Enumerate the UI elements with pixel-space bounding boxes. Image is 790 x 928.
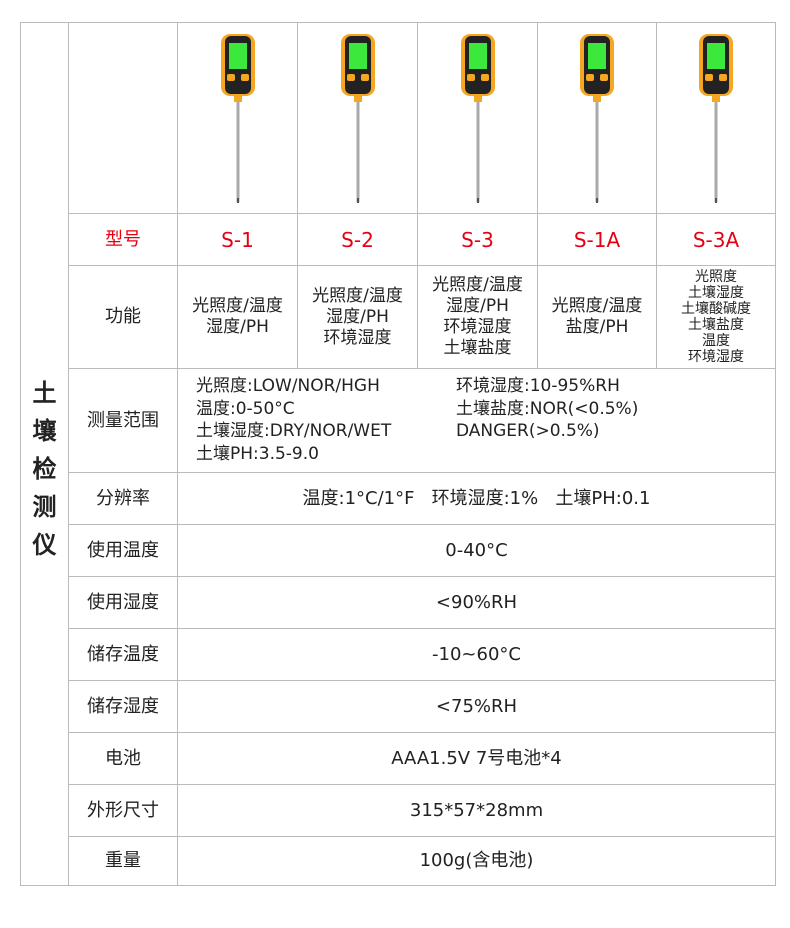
row-label-range: 测量范围 [69, 369, 178, 473]
row-label-model: 型号 [69, 214, 178, 266]
side-title-cell: 土壤检测仪 [21, 23, 69, 886]
model-cell: S-3A [657, 214, 776, 266]
row-label-use-humidity: 使用湿度 [69, 577, 178, 629]
product-image-s3a [657, 23, 776, 214]
store-temp-value: -10~60°C [178, 629, 776, 681]
function-cell: 光照度/温度 湿度/PH [178, 266, 298, 369]
product-image-s1 [178, 23, 298, 214]
row-label-weight: 重量 [69, 837, 178, 886]
function-cell: 光照度/温度 湿度/PH 环境湿度 土壤盐度 [418, 266, 538, 369]
range-line: 温度:0-50°C [196, 398, 295, 419]
row-label-resolution: 分辨率 [69, 473, 178, 525]
row-label-size: 外形尺寸 [69, 785, 178, 837]
empty-header [69, 23, 178, 214]
function-line: 土壤酸碱度 [681, 301, 751, 317]
range-line: 土壤PH:3.5-9.0 [196, 443, 319, 464]
row-label-store-temp: 储存温度 [69, 629, 178, 681]
function-line: 土壤湿度 [688, 285, 744, 301]
use-humidity-value: <90%RH [178, 577, 776, 629]
resolution-value: 温度:1°C/1°F 环境湿度:1% 土壤PH:0.1 [178, 473, 776, 525]
function-line: 光照度/温度 [432, 275, 523, 295]
store-humidity-value: <75%RH [178, 681, 776, 733]
range-line: DANGER(>0.5%) [456, 421, 600, 441]
range-right: 环境湿度:10-95%RH 土壤盐度:NOR(<0.5%) DANGER(>0.5%… [456, 375, 716, 443]
model-cell: S-1 [178, 214, 298, 266]
soil-meter-image [460, 34, 495, 203]
function-line: 环境湿度 [443, 317, 512, 337]
model-cell: S-2 [298, 214, 418, 266]
product-image-s2 [298, 23, 418, 214]
spec-table: 土壤检测仪 型号 S-1 S-2 S-3 S-1A S-3A 功能 光照度/温度… [20, 22, 776, 886]
function-line: 光照度/温度 [192, 296, 283, 316]
product-image-s1a [538, 23, 657, 214]
function-line: 光照度 [695, 269, 737, 285]
function-line: 湿度/PH [326, 306, 389, 327]
function-line: 环境湿度 [688, 349, 744, 365]
row-label-store-humidity: 储存湿度 [69, 681, 178, 733]
range-line: 土壤盐度:NOR(<0.5%) [456, 398, 639, 419]
function-line: 光照度/温度 [551, 296, 643, 316]
function-line: 温度 [702, 333, 730, 349]
row-label-use-temp: 使用温度 [69, 525, 178, 577]
soil-meter-image [340, 34, 375, 203]
function-line: 土壤盐度 [443, 338, 512, 358]
range-left: 光照度:LOW/NOR/HGH 温度:0-50°C 土壤湿度:DRY/NOR/WET… [196, 375, 456, 465]
function-line: 湿度/PH [206, 317, 269, 337]
function-cell: 光照度/温度 盐度/PH [538, 266, 657, 369]
range-cell: 光照度:LOW/NOR/HGH 温度:0-50°C 土壤湿度:DRY/NOR/WET… [178, 369, 776, 473]
function-line: 盐度/PH [565, 317, 629, 337]
side-title: 土壤检测仪 [32, 379, 57, 559]
weight-value: 100g(含电池) [178, 837, 776, 886]
soil-meter-image [220, 34, 255, 203]
range-line: 环境湿度:10-95%RH [456, 376, 620, 396]
function-line: 光照度/温度 [312, 285, 403, 306]
use-temp-value: 0-40°C [178, 525, 776, 577]
row-label-battery: 电池 [69, 733, 178, 785]
battery-value: AAA1.5V 7号电池*4 [178, 733, 776, 785]
range-line: 土壤湿度:DRY/NOR/WET [196, 421, 392, 441]
function-line: 土壤盐度 [688, 317, 744, 333]
soil-meter-image [699, 34, 733, 203]
function-cell: 光照度 土壤湿度 土壤酸碱度 土壤盐度 温度 环境湿度 [657, 266, 776, 369]
soil-meter-image [580, 34, 614, 203]
size-value: 315*57*28mm [178, 785, 776, 837]
function-line: 湿度/PH [446, 296, 509, 316]
function-cell: 光照度/温度 湿度/PH 环境湿度 [298, 266, 418, 369]
model-cell: S-1A [538, 214, 657, 266]
function-line: 环境湿度 [323, 327, 392, 348]
model-cell: S-3 [418, 214, 538, 266]
range-line: 光照度:LOW/NOR/HGH [196, 376, 380, 396]
product-image-s3 [418, 23, 538, 214]
row-label-function: 功能 [69, 266, 178, 369]
